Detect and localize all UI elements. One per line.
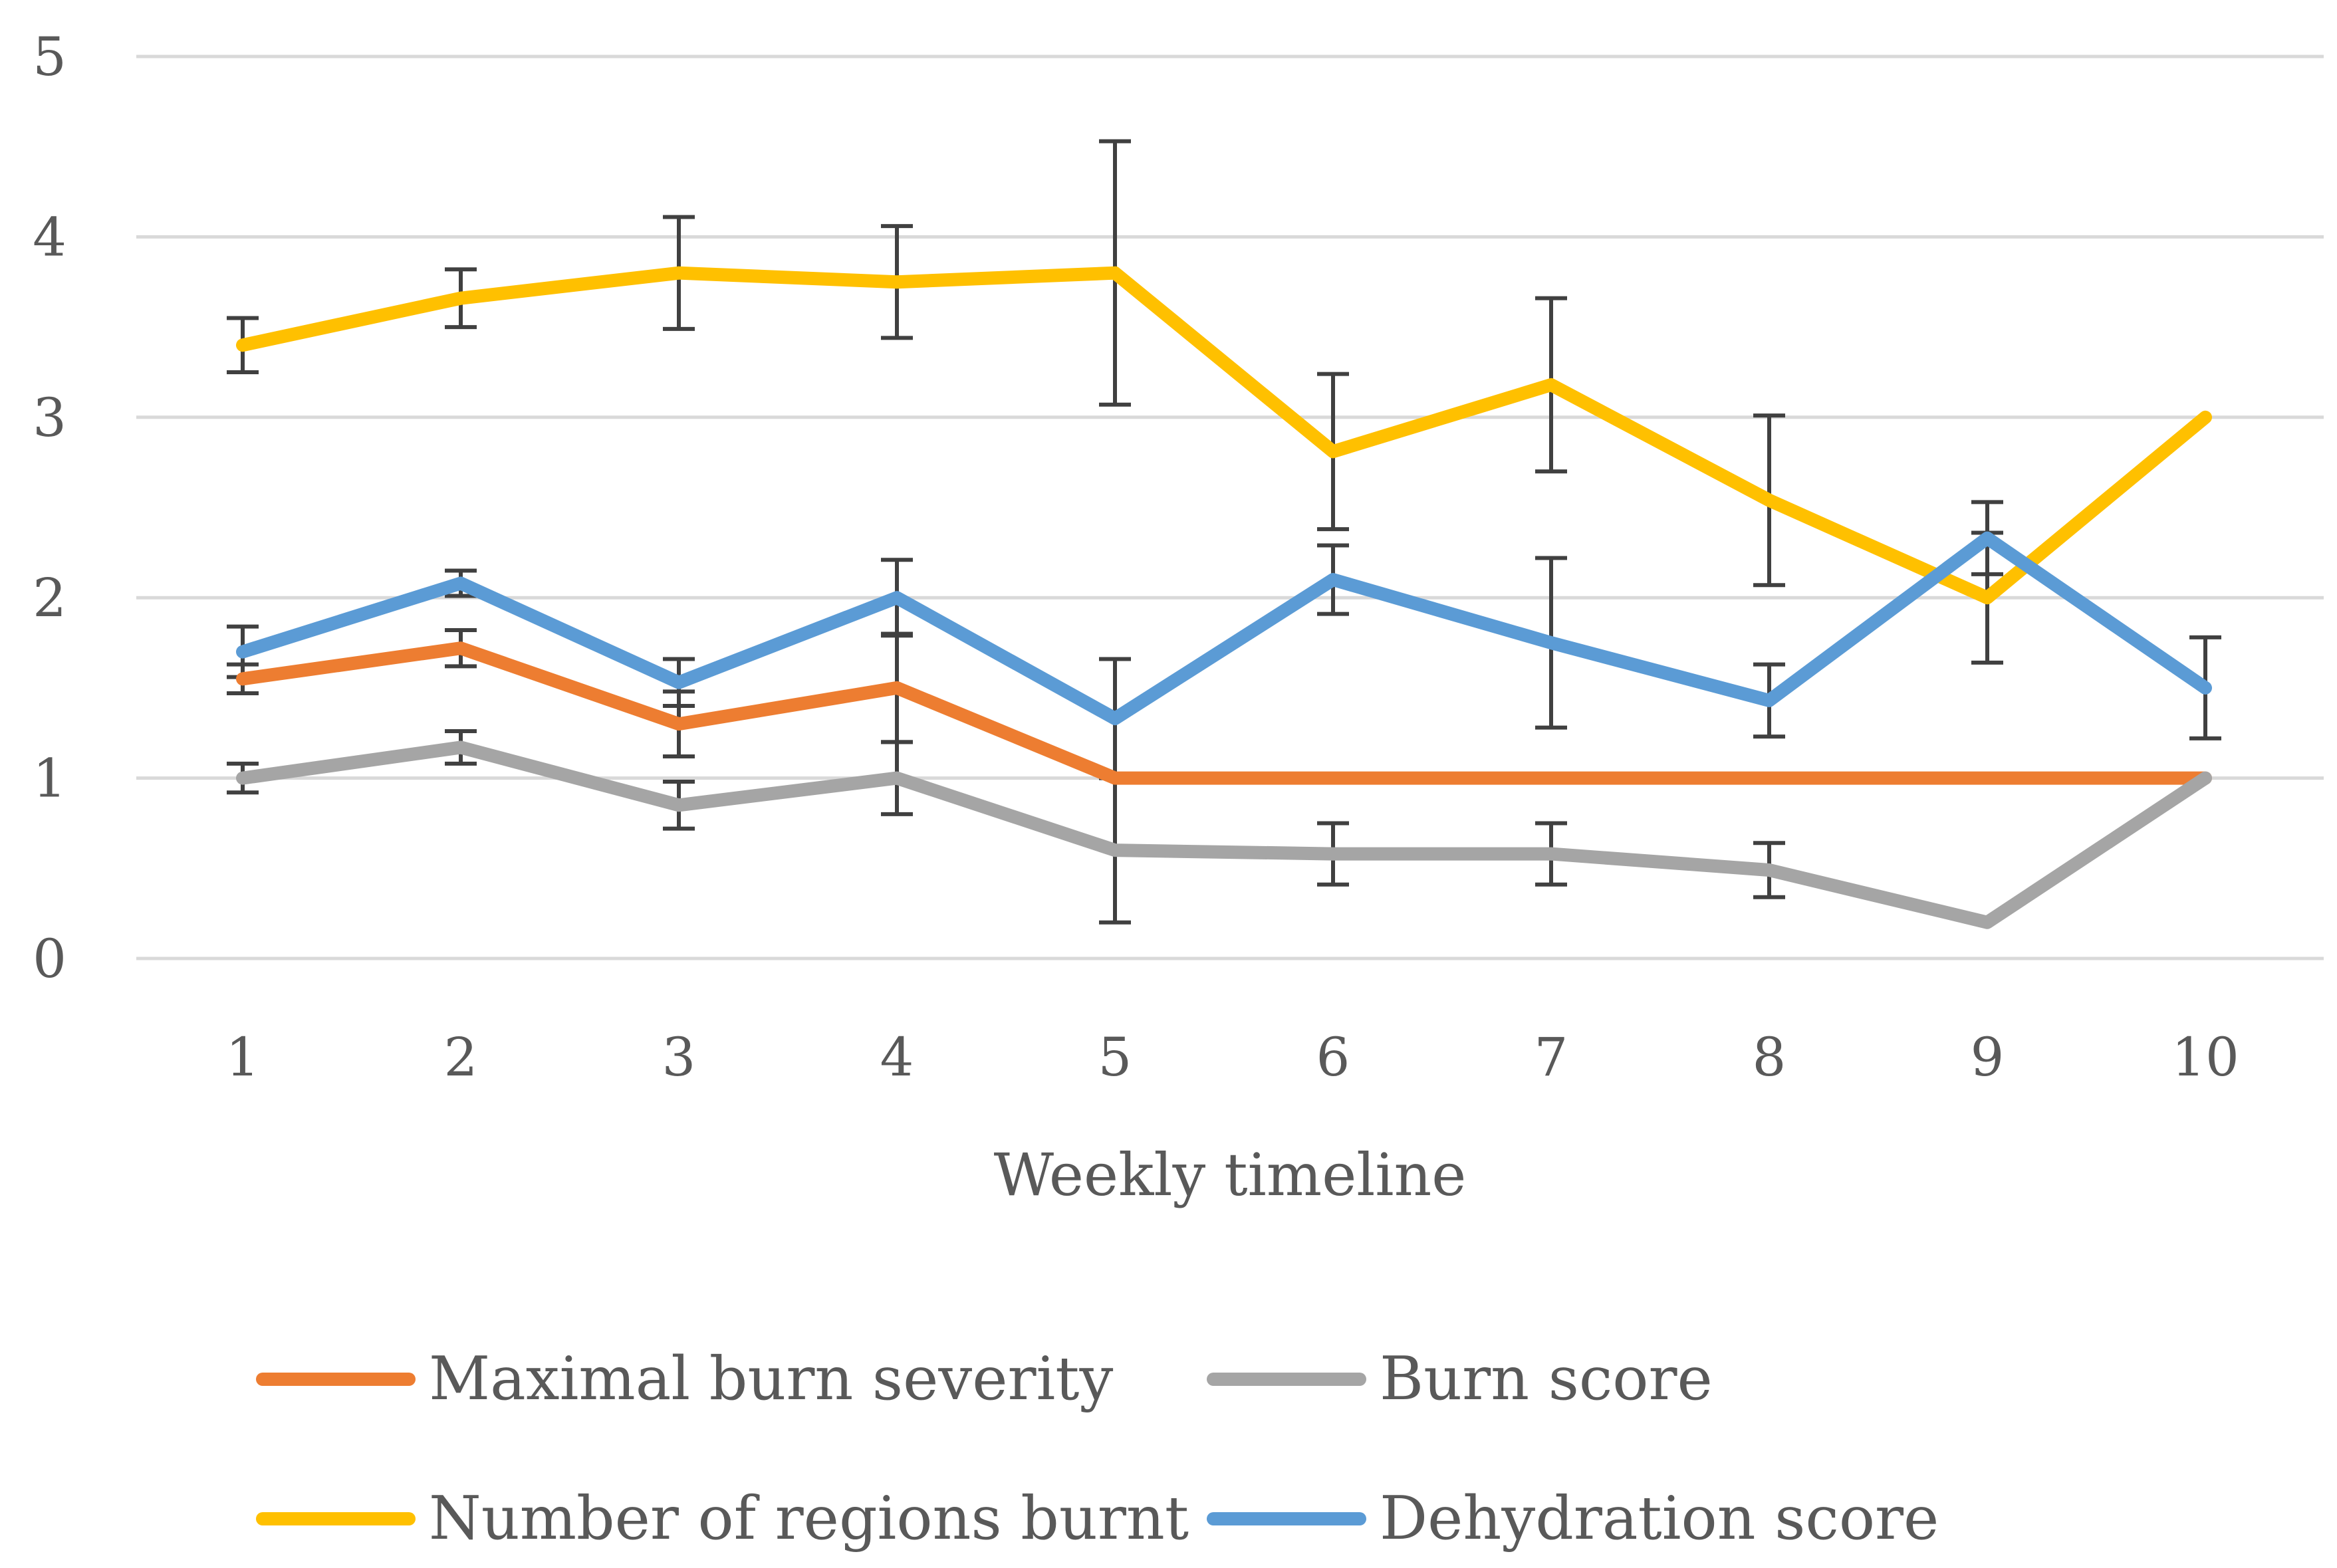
series-lines xyxy=(236,266,2212,929)
y-axis-ticks: 0 1 2 3 4 5 xyxy=(33,26,66,990)
series-line-dehydration-score xyxy=(236,531,2212,726)
y-tick-label: 0 xyxy=(33,928,66,990)
x-tick-label: 7 xyxy=(1535,1026,1568,1088)
y-tick-label: 1 xyxy=(33,748,66,810)
legend-label: Dehydration score xyxy=(1380,1484,1939,1553)
series-line-number-of-regions-burnt xyxy=(236,266,2212,605)
y-tick-label: 2 xyxy=(33,567,66,629)
x-tick-label: 3 xyxy=(662,1026,696,1088)
legend-item: Number of regions burnt xyxy=(256,1484,1189,1553)
y-tick-label: 4 xyxy=(33,206,66,268)
legend-item: Burn score xyxy=(1207,1344,1713,1414)
x-tick-label: 1 xyxy=(226,1026,260,1088)
x-axis-ticks: 1 2 3 4 5 6 7 8 9 10 xyxy=(226,1026,2239,1088)
y-tick-label: 5 xyxy=(33,26,66,88)
x-axis-label: Weekly timeline xyxy=(994,1141,1467,1209)
x-tick-label: 2 xyxy=(444,1026,478,1088)
x-tick-label: 10 xyxy=(2171,1026,2239,1088)
legend-label: Burn score xyxy=(1380,1344,1713,1414)
x-tick-label: 5 xyxy=(1098,1026,1132,1088)
x-tick-label: 6 xyxy=(1316,1026,1350,1088)
gridlines xyxy=(136,55,2324,960)
series-line-maximal-burn-severity xyxy=(236,641,2212,785)
x-tick-label: 9 xyxy=(1971,1026,2005,1088)
legend-label: Maximal burn severity xyxy=(429,1344,1113,1414)
legend-item: Dehydration score xyxy=(1207,1484,1939,1553)
series-line-burn-score xyxy=(236,740,2212,929)
error-bars xyxy=(227,139,2221,925)
x-tick-label: 4 xyxy=(880,1026,914,1088)
legend: Maximal burn severity Burn score Number of… xyxy=(256,1344,1939,1553)
legend-item: Maximal burn severity xyxy=(256,1344,1113,1414)
y-tick-label: 3 xyxy=(33,387,66,449)
legend-label: Number of regions burnt xyxy=(429,1484,1189,1553)
x-tick-label: 8 xyxy=(1753,1026,1786,1088)
